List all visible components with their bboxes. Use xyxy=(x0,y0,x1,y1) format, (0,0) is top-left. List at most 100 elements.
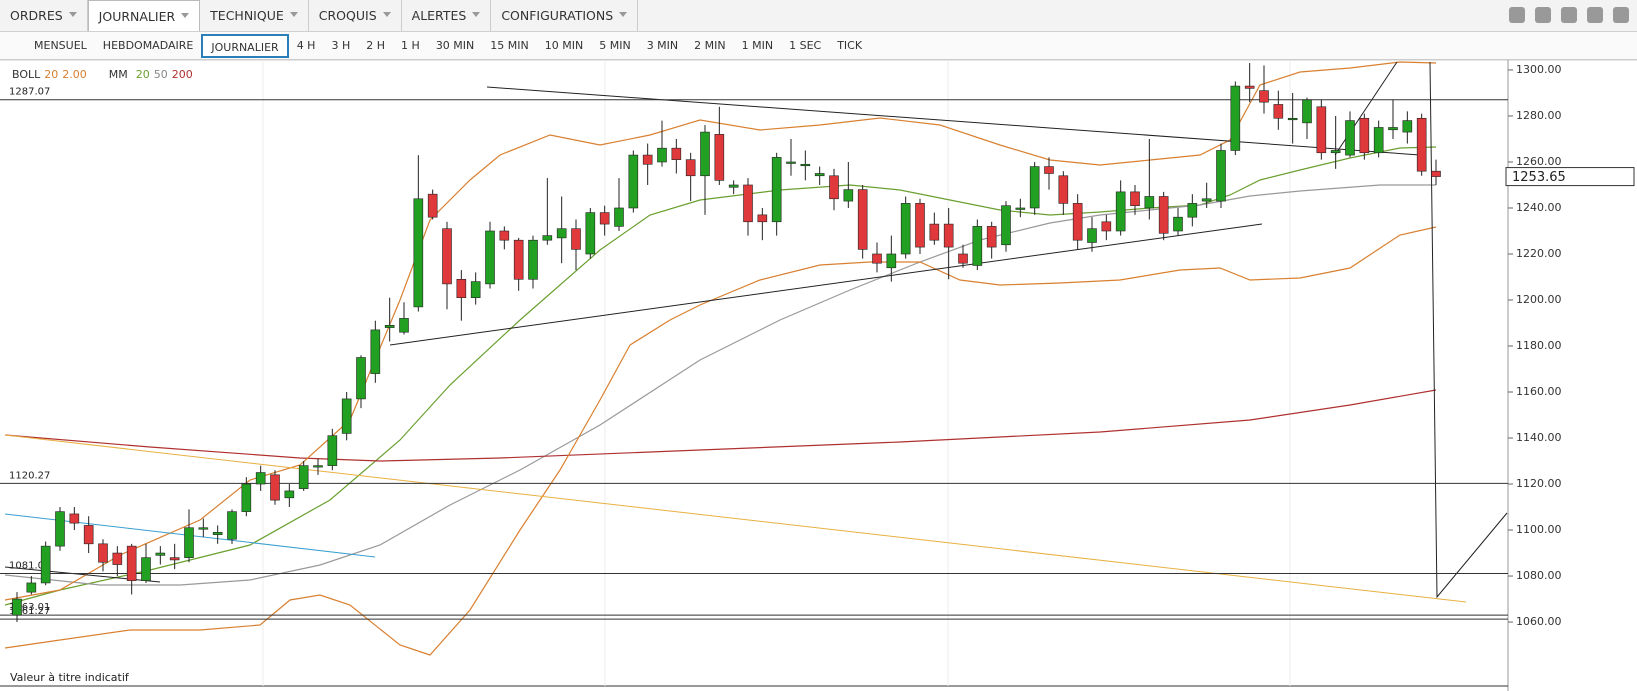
candle-body xyxy=(126,545,137,581)
candle-body xyxy=(12,598,22,616)
candle-body xyxy=(399,318,409,333)
timeframe-button[interactable]: 1 SEC xyxy=(789,38,822,52)
candle-body xyxy=(929,223,940,241)
candle-body xyxy=(829,175,839,200)
candle-body xyxy=(915,203,925,248)
timeframe-button[interactable]: 15 MIN xyxy=(490,38,529,52)
timeframe-button[interactable]: 3 H xyxy=(331,38,351,52)
y-tick-label: 1120.00 xyxy=(1516,477,1562,490)
y-tick-label: 1160.00 xyxy=(1516,385,1562,398)
candle-body xyxy=(1115,191,1126,232)
timeframe-button[interactable]: 2 H xyxy=(366,38,386,52)
candle-body xyxy=(298,465,309,489)
candle-body xyxy=(327,435,338,466)
candle-body xyxy=(556,228,567,239)
icon[interactable] xyxy=(1561,7,1577,23)
timeframe-button[interactable]: 4 H xyxy=(296,38,316,52)
y-tick-label: 1140.00 xyxy=(1516,431,1562,444)
candle-body xyxy=(1302,99,1312,124)
candle-body xyxy=(284,490,295,499)
candle-body xyxy=(771,157,782,223)
candle-body xyxy=(1101,221,1112,232)
ma20 xyxy=(4,146,1437,606)
candle-body xyxy=(1287,117,1298,121)
candle-body xyxy=(1173,216,1183,232)
candle-body xyxy=(384,324,395,328)
candle-body xyxy=(169,557,180,561)
candle-body xyxy=(83,525,94,545)
y-tick-label: 1280.00 xyxy=(1516,109,1562,122)
icon[interactable] xyxy=(1535,7,1551,23)
candle-body xyxy=(1072,203,1083,241)
ma200 xyxy=(4,389,1437,462)
y-tick-label: 1080.00 xyxy=(1516,569,1562,582)
timeframe-button[interactable]: HEBDOMADAIRE xyxy=(102,38,194,52)
candle-body xyxy=(112,552,123,565)
timeframe-button[interactable]: 5 MIN xyxy=(599,38,631,52)
candle-body xyxy=(442,228,452,285)
timeframe-button[interactable]: JOURNALIER xyxy=(201,33,289,58)
timeframe-button[interactable]: TICK xyxy=(837,38,863,52)
candle-body xyxy=(642,154,653,165)
indicator-name: BOLL xyxy=(12,68,41,81)
candle-body xyxy=(341,398,352,434)
candle-body xyxy=(98,543,108,563)
icon[interactable] xyxy=(1587,7,1603,23)
y-tick-label: 1180.00 xyxy=(1516,339,1562,352)
timeframe-button[interactable]: 10 MIN xyxy=(544,38,584,52)
timeframe-button[interactable]: 2 MIN xyxy=(694,38,726,52)
candle-body xyxy=(1029,166,1040,209)
candle-body xyxy=(513,239,524,280)
y-tick-label: 1220.00 xyxy=(1516,247,1562,260)
boll-lower xyxy=(4,226,1437,656)
level-label: 1081.08 xyxy=(9,561,50,572)
candle-body xyxy=(26,582,37,593)
candle-body xyxy=(685,159,696,177)
candle-body xyxy=(470,281,481,298)
candle-body xyxy=(814,173,825,177)
candle-body xyxy=(1388,127,1398,131)
icon[interactable] xyxy=(1613,7,1629,23)
candle-body xyxy=(728,184,739,188)
candle-body xyxy=(542,235,553,241)
last-price-label: 1253.65 xyxy=(1512,170,1566,185)
timeframe-button[interactable]: 1 H xyxy=(401,38,420,52)
timeframe-button[interactable]: MENSUEL xyxy=(34,38,87,52)
candle-body xyxy=(872,253,882,264)
indicator-param: 200 xyxy=(171,68,193,81)
menu-item[interactable]: CONFIGURATIONS xyxy=(491,0,639,31)
timeframe-button[interactable]: 1 MIN xyxy=(741,38,774,52)
indicator-param: 20 xyxy=(44,68,59,81)
timeframe-button[interactable]: 3 MIN xyxy=(646,38,679,52)
candle-body xyxy=(1158,196,1169,234)
candle-body xyxy=(1130,191,1140,206)
candle-body xyxy=(1230,85,1241,151)
candle-body xyxy=(485,230,495,285)
y-tick-label: 1240.00 xyxy=(1516,201,1562,214)
candle-body xyxy=(786,161,796,164)
candle-body xyxy=(1044,166,1054,174)
icon[interactable] xyxy=(1509,7,1525,23)
y-tick-label: 1100.00 xyxy=(1516,523,1562,536)
candle-body xyxy=(743,184,753,223)
toolbar-icons xyxy=(1509,7,1629,23)
candle-body xyxy=(657,147,667,163)
candle-body xyxy=(900,203,911,255)
menu-item[interactable]: JOURNALIER xyxy=(87,0,201,31)
candle-body xyxy=(1330,150,1341,154)
candle-body xyxy=(356,357,366,400)
candle-body xyxy=(212,532,223,535)
candle-body xyxy=(1273,104,1284,119)
candle-body xyxy=(427,193,438,218)
timeframe-button[interactable]: 30 MIN xyxy=(435,38,475,52)
candle-body xyxy=(1316,106,1327,154)
candle-body xyxy=(413,198,424,308)
indicator-param: 50 xyxy=(153,68,168,81)
candle-body xyxy=(585,212,596,255)
candle-body xyxy=(141,557,151,581)
y-tick-label: 1200.00 xyxy=(1516,293,1562,306)
y-tick-label: 1300.00 xyxy=(1516,63,1562,76)
candle-body xyxy=(857,189,868,250)
